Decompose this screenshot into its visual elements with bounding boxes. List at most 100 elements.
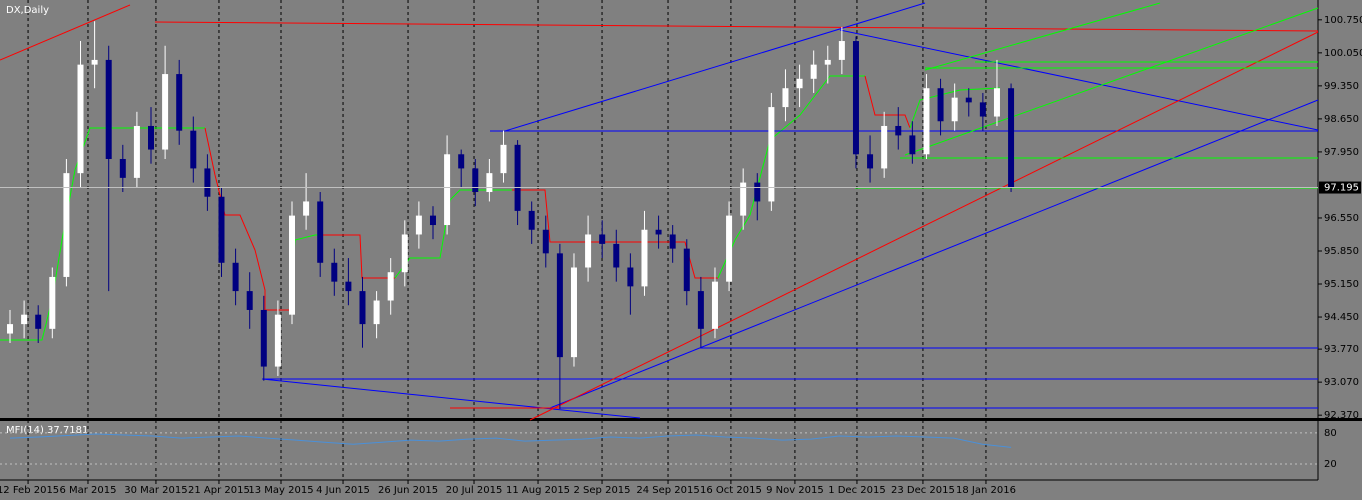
candles xyxy=(7,21,1015,410)
candle-body xyxy=(429,215,436,226)
drawn-line xyxy=(261,378,641,419)
y-tick-label: 93.070 xyxy=(1324,377,1359,388)
candle-body xyxy=(21,314,28,325)
x-tick-label: 18 Jan 2016 xyxy=(956,485,1016,496)
candle-body xyxy=(824,59,831,65)
symbol-label: DX,Daily xyxy=(6,5,49,16)
trend-line-red xyxy=(864,75,911,129)
candle-body xyxy=(331,262,338,282)
y-tick-label: 93.770 xyxy=(1324,344,1359,355)
trend-line-red xyxy=(512,189,718,279)
drawn-line xyxy=(529,31,1319,421)
candle-body xyxy=(993,88,1000,117)
candle-body xyxy=(951,97,958,122)
candle-body xyxy=(641,229,648,287)
y-tick-label: 92.370 xyxy=(1324,410,1359,421)
x-tick-label: 23 Dec 2015 xyxy=(891,485,955,496)
candle-body xyxy=(810,64,817,79)
candle-body xyxy=(486,173,493,193)
drawn-line xyxy=(549,99,1319,409)
y-tick-label: 100.750 xyxy=(1324,15,1362,26)
candle-body xyxy=(303,201,310,216)
candle-body xyxy=(570,267,577,358)
candle-body xyxy=(697,291,704,329)
candle-body xyxy=(768,107,775,202)
x-tick-label: 24 Sep 2015 xyxy=(636,485,699,496)
y-tick-label: 99.350 xyxy=(1324,81,1359,92)
drawn-line xyxy=(924,2,1161,71)
candle-body xyxy=(77,64,84,174)
x-tick-label: 1 Dec 2015 xyxy=(828,485,886,496)
indicator-lines xyxy=(0,75,1001,341)
candle-body xyxy=(472,168,479,193)
candle-body xyxy=(148,125,155,150)
candle-body xyxy=(91,59,98,65)
candle-body xyxy=(711,281,718,329)
y-tick-label: 95.850 xyxy=(1324,246,1359,257)
candle-body xyxy=(514,144,521,211)
drawn-line xyxy=(839,29,1319,131)
candle-body xyxy=(246,291,253,310)
candle-body xyxy=(613,243,620,268)
candle-body xyxy=(274,314,281,367)
x-tick-label: 26 Jun 2015 xyxy=(378,485,438,496)
y-tick-label: 100.050 xyxy=(1324,48,1362,59)
candle-body xyxy=(556,253,563,358)
candle-body xyxy=(965,97,972,103)
candle-body xyxy=(740,182,747,216)
candle-body xyxy=(133,125,140,178)
x-tick-label: 30 Mar 2015 xyxy=(124,485,187,496)
candle-body xyxy=(599,234,606,244)
x-tick-label: 4 Jun 2015 xyxy=(316,485,370,496)
x-tick-label: 16 Oct 2015 xyxy=(700,485,762,496)
candle-body xyxy=(867,154,874,169)
trend-line-red xyxy=(320,234,395,279)
trend-line-red xyxy=(204,127,290,311)
x-tick-label: 2 Sep 2015 xyxy=(574,485,631,496)
candle-body xyxy=(232,262,239,292)
y-tick-label: 96.550 xyxy=(1324,213,1359,224)
drawn-line xyxy=(504,2,926,132)
candle-body xyxy=(162,74,169,150)
candle-body xyxy=(585,234,592,268)
candle-body xyxy=(7,324,14,334)
drawn-line xyxy=(0,4,131,61)
candle-body xyxy=(387,272,394,301)
candle-body xyxy=(852,41,859,155)
candle-body xyxy=(909,135,916,155)
drawn-line xyxy=(154,21,1319,32)
candle-body xyxy=(754,182,761,202)
x-tick-label: 12 Feb 2015 xyxy=(0,485,59,496)
candle-body xyxy=(838,41,845,60)
drawn-line xyxy=(904,7,1319,156)
candle-body xyxy=(683,248,690,292)
mfi-tick-label: 80 xyxy=(1324,428,1337,439)
candle-body xyxy=(105,59,112,159)
candle-body xyxy=(260,309,267,367)
x-tick-label: 21 Apr 2015 xyxy=(188,485,250,496)
drawn-lines xyxy=(0,2,1319,421)
candle-body xyxy=(317,201,324,263)
candle-body xyxy=(500,144,507,174)
mfi-label: MFI(14) 37.7181 xyxy=(6,425,88,436)
candle-body xyxy=(345,281,352,292)
panel-separator xyxy=(0,418,1362,421)
candle-body xyxy=(359,291,366,325)
y-tick-label: 95.150 xyxy=(1324,279,1359,290)
candle-body xyxy=(49,276,56,329)
candle-body xyxy=(1008,88,1015,188)
candle-body xyxy=(937,88,944,122)
candle-body xyxy=(288,215,295,315)
y-tick-label: 98.650 xyxy=(1324,114,1359,125)
mfi-line xyxy=(9,433,1012,448)
y-tick-label: 94.450 xyxy=(1324,312,1359,323)
candle-body xyxy=(923,88,930,155)
candle-body xyxy=(415,215,422,235)
candle-body xyxy=(444,154,451,226)
candle-body xyxy=(542,229,549,254)
candle-body xyxy=(190,130,197,169)
y-tick-label: 97.950 xyxy=(1324,147,1359,158)
candle-body xyxy=(204,168,211,197)
